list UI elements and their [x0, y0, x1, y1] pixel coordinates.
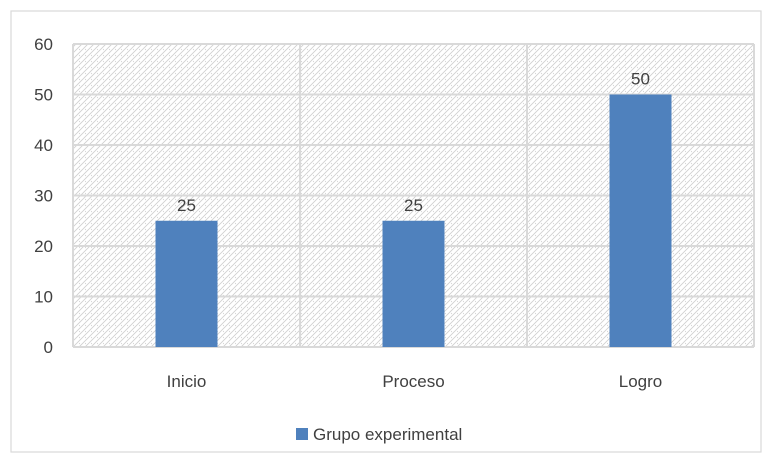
- x-tick-label: Inicio: [167, 372, 207, 391]
- y-tick-label: 60: [34, 35, 53, 54]
- bars: [155, 94, 672, 347]
- x-tick-label: Logro: [619, 372, 662, 391]
- legend-label: Grupo experimental: [313, 425, 462, 444]
- data-label: 25: [404, 196, 423, 215]
- bar-inicio: [155, 220, 218, 347]
- data-label: 50: [631, 70, 650, 89]
- data-label: 25: [177, 196, 196, 215]
- y-tick-label: 0: [44, 338, 53, 357]
- y-axis-ticks: 0 10 20 30 40 50 60: [34, 35, 53, 357]
- x-axis-ticks: Inicio Proceso Logro: [167, 372, 663, 391]
- y-tick-label: 40: [34, 136, 53, 155]
- legend: Grupo experimental: [296, 425, 462, 444]
- bar-logro: [609, 94, 672, 347]
- y-tick-label: 20: [34, 237, 53, 256]
- y-tick-label: 10: [34, 288, 53, 307]
- y-tick-label: 30: [34, 187, 53, 206]
- data-labels: 25 25 50: [177, 70, 650, 215]
- x-tick-label: Proceso: [382, 372, 444, 391]
- legend-swatch: [296, 428, 308, 440]
- bar-proceso: [382, 220, 445, 347]
- y-tick-label: 50: [34, 86, 53, 105]
